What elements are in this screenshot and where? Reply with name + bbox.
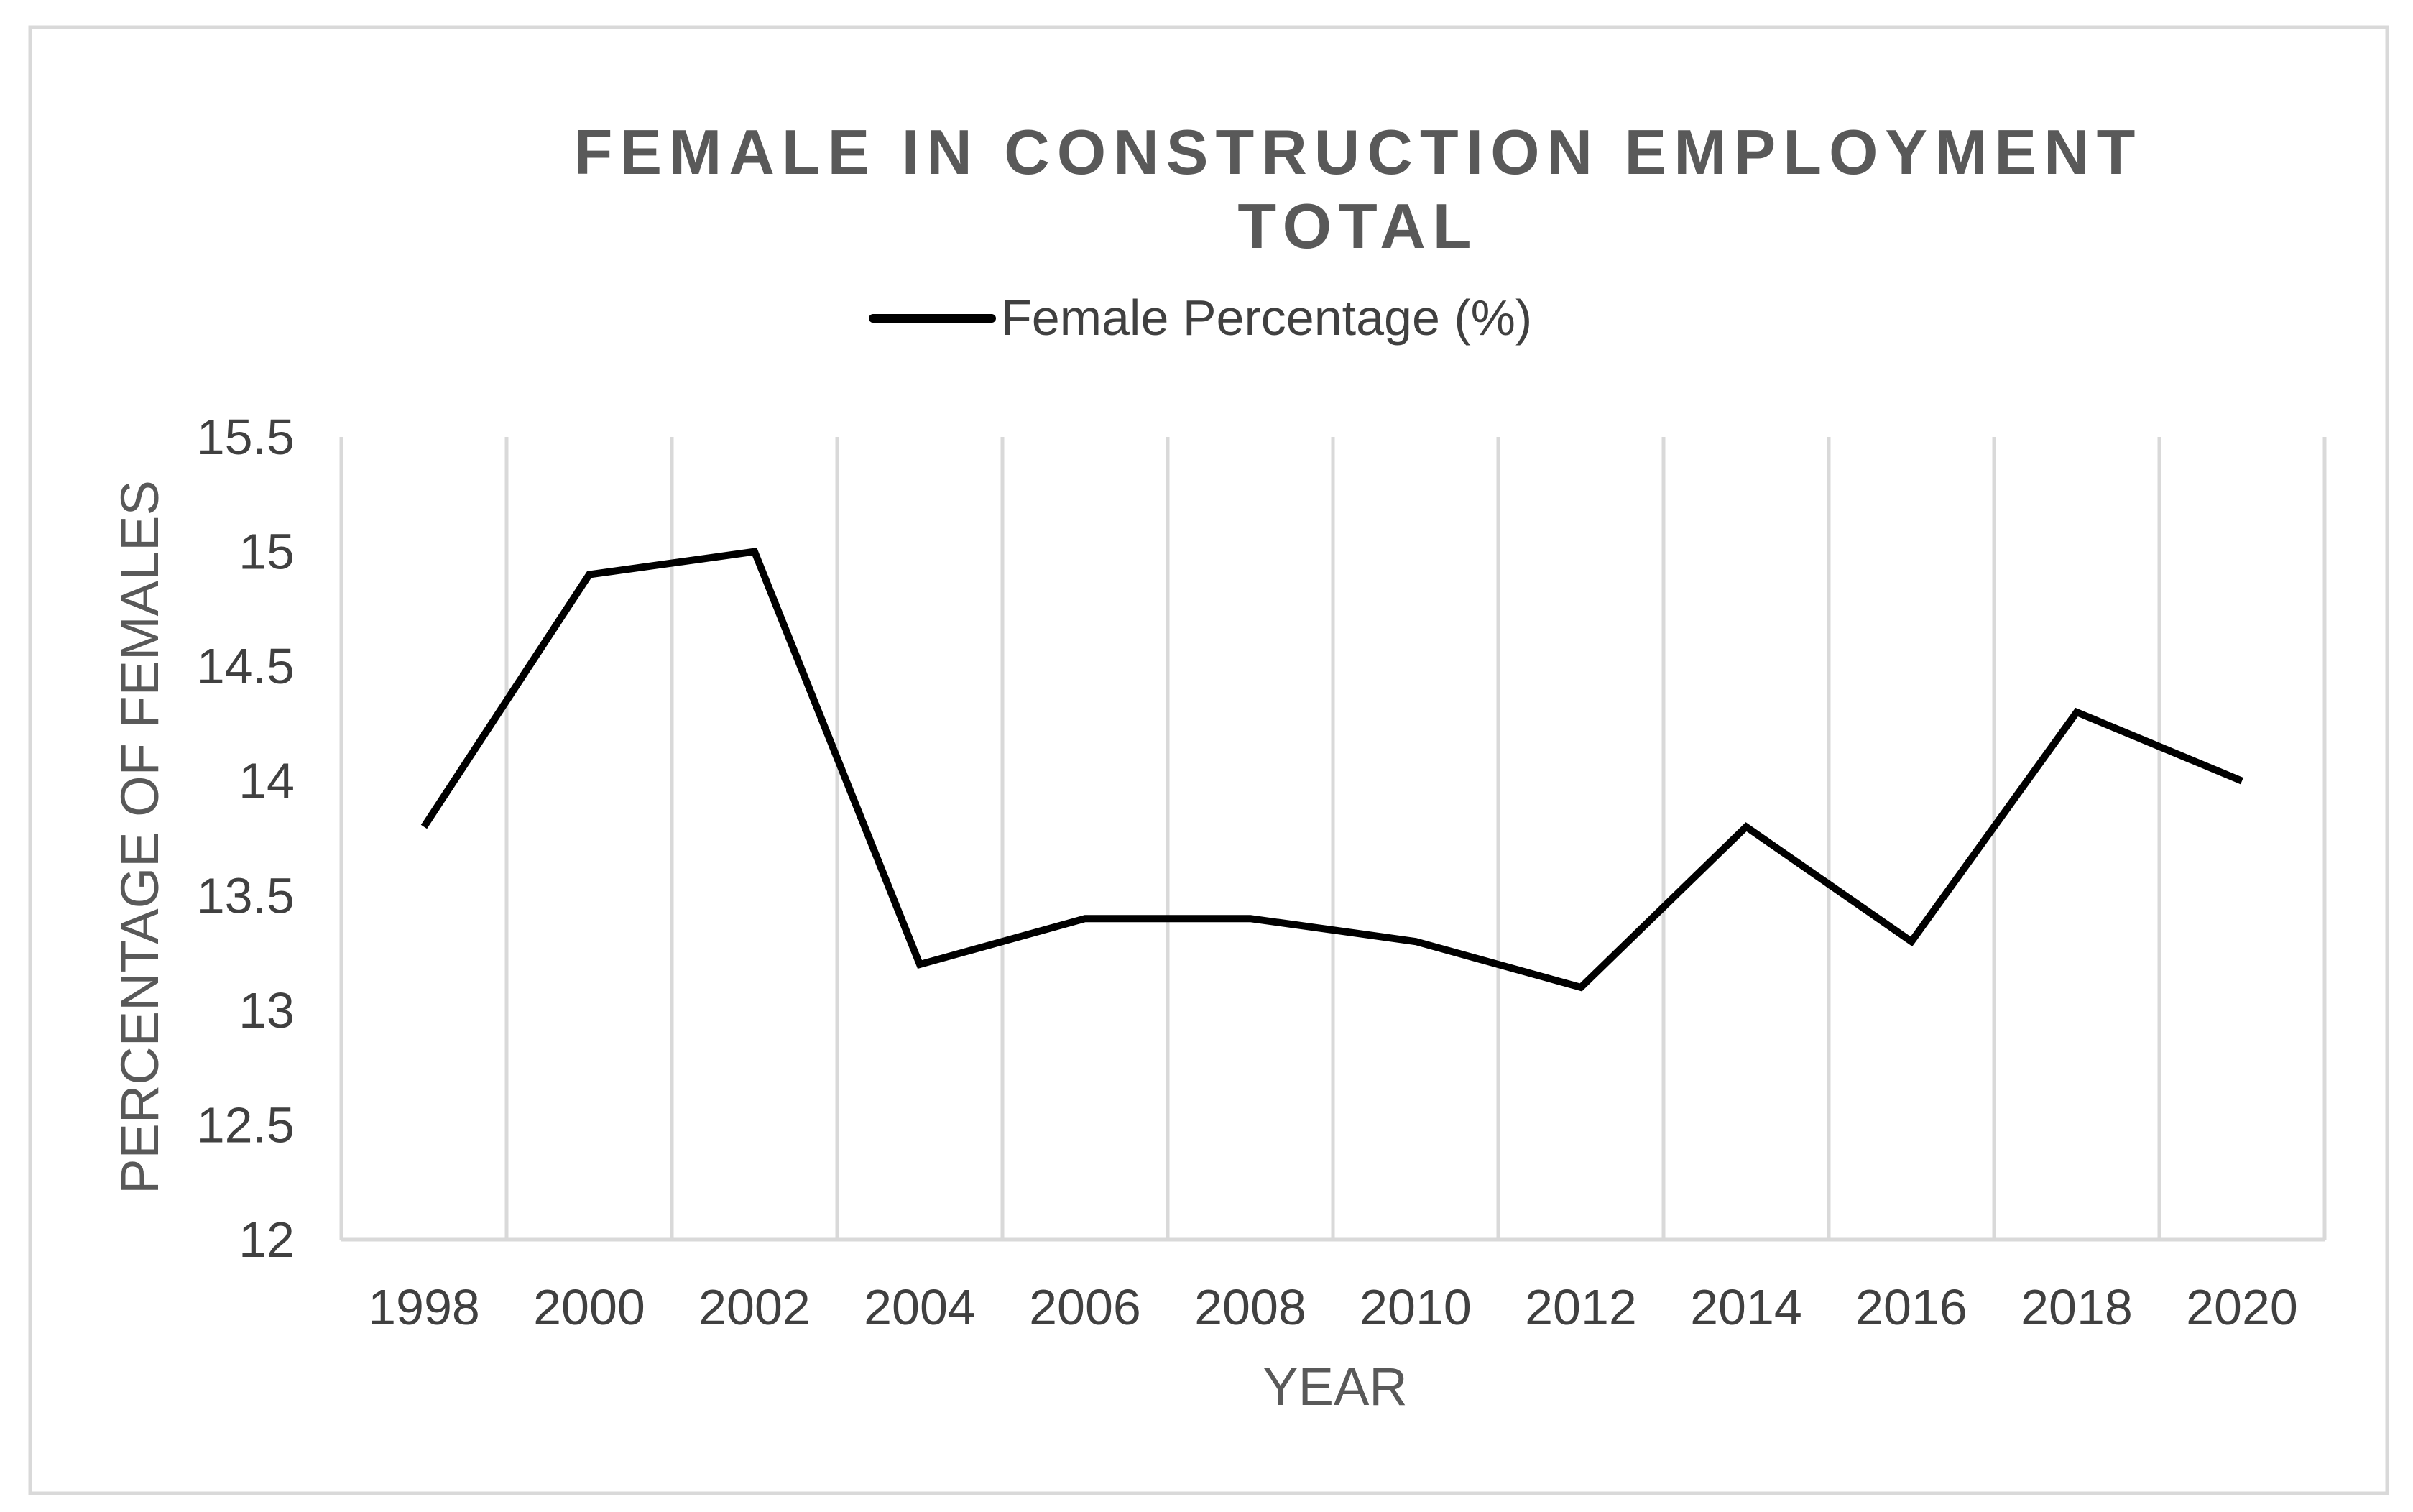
- legend: Female Percentage (%): [869, 290, 1532, 346]
- x-tick-label: 2008: [1194, 1279, 1306, 1335]
- x-tick-label: 2010: [1360, 1279, 1472, 1335]
- x-tick-label: 1998: [368, 1279, 480, 1335]
- chart-title-line-1: FEMALE IN CONSTRUCTION EMPLOYMENT: [574, 116, 2143, 188]
- x-tick-label: 2014: [1690, 1279, 1802, 1335]
- y-tick-label: 15: [239, 524, 295, 580]
- x-tick-label: 2020: [2186, 1279, 2298, 1335]
- y-axis-ticks: 12 12.5 13 13.5 14 14.5 15 15.5: [197, 409, 295, 1268]
- x-tick-label: 2018: [2021, 1279, 2133, 1335]
- y-tick-label: 13.5: [197, 867, 295, 923]
- x-tick-label: 2012: [1525, 1279, 1637, 1335]
- series-line: [420, 548, 2243, 992]
- y-tick-label: 14.5: [197, 638, 295, 694]
- x-tick-label: 2000: [533, 1279, 645, 1335]
- x-tick-label: 2004: [864, 1279, 976, 1335]
- y-tick-label: 13: [239, 982, 295, 1038]
- y-tick-label: 12.5: [197, 1097, 295, 1153]
- x-axis-label: YEAR: [1263, 1357, 1408, 1416]
- x-tick-label: 2002: [698, 1279, 811, 1335]
- legend-label: Female Percentage (%): [1001, 290, 1532, 346]
- y-tick-label: 15.5: [197, 409, 295, 465]
- series-layer: [420, 548, 2243, 992]
- x-axis-ticks: 1998 2000 2002 2004 2006 2008 2010 2012 2014 2016…: [368, 1279, 2298, 1335]
- y-tick-label: 12: [239, 1212, 295, 1268]
- y-axis-label: PERCENTAGE OF FEMALES: [110, 480, 170, 1194]
- gridlines: [339, 437, 2327, 1242]
- x-tick-label: 2006: [1029, 1279, 1141, 1335]
- chart-title-line-2: TOTAL: [1237, 190, 1478, 262]
- y-tick-label: 14: [239, 753, 295, 809]
- x-tick-label: 2016: [1855, 1279, 1967, 1335]
- chart-frame: [28, 25, 2389, 1495]
